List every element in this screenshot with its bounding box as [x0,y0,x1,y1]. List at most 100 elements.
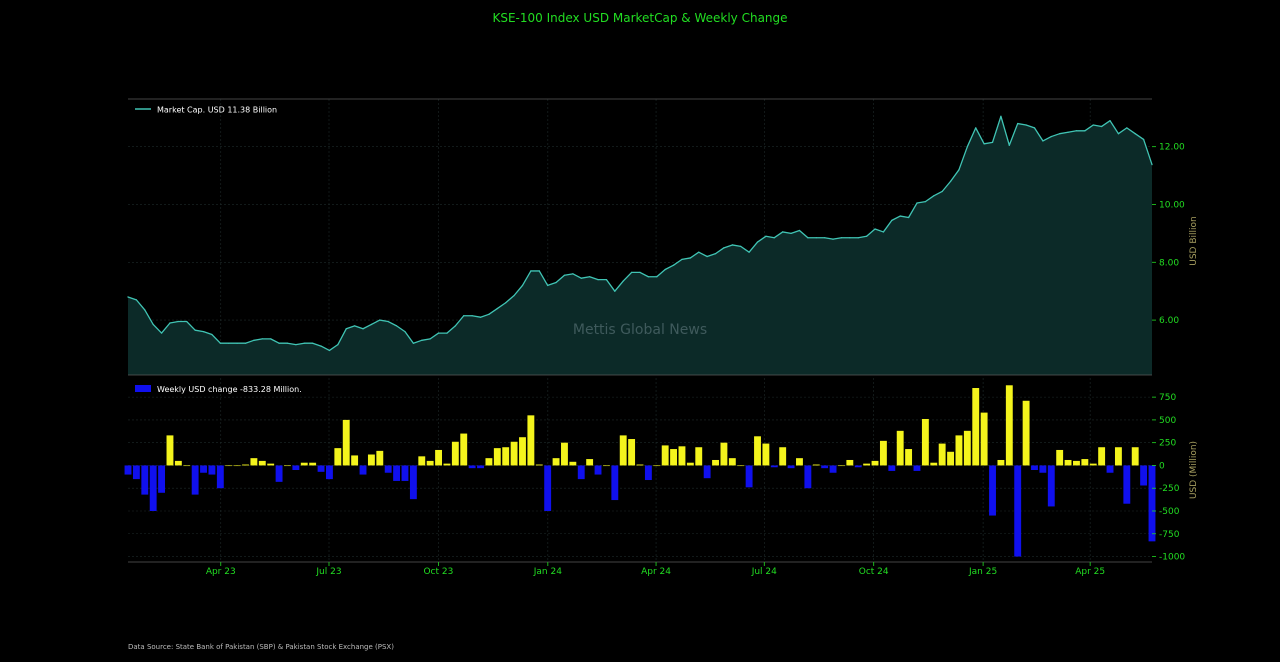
weekly-change-bar [930,462,938,466]
marketcap-y-tick-label: 10.00 [1159,200,1185,210]
marketcap-line-segment [186,320,196,331]
marketcap-line-segment [454,315,465,327]
weekly-change-bar [149,465,157,511]
weekly-change-bar [997,459,1005,466]
marketcap-line-segment [547,281,557,287]
marketcap-y-tick-label: 6.00 [1159,316,1179,326]
weekly-change-bar [351,455,359,466]
marketcap-line-segment [1017,122,1027,126]
weekly-change-bar [124,465,132,475]
weekly-change-bar [519,437,526,466]
weekly-change-bar [678,446,686,466]
weekly-change-bar [720,442,728,466]
weekly-change-bar [409,465,417,500]
weekly-change-y-tick-label: 750 [1159,393,1176,403]
marketcap-line-segment [740,245,750,253]
marketcap-line-segment [899,215,910,219]
marketcap-line-segment [933,190,943,197]
weekly-change-bar [1056,449,1064,466]
weekly-change-bar [728,458,736,466]
weekly-change-bar [888,465,896,471]
marketcap-line-segment [270,338,280,344]
weekly-change-y-tick-label: -500 [1159,507,1180,517]
weekly-change-bar [200,465,207,473]
weekly-change-bar [342,419,350,466]
weekly-change-bar [905,449,913,466]
marketcap-line-segment [1142,138,1153,166]
weekly-change-bar [418,456,426,466]
weekly-change-bar [468,465,476,469]
weekly-change-bar [166,435,174,466]
weekly-change-bar [275,465,283,482]
weekly-change-bar [561,442,568,466]
weekly-change-bar [921,418,929,466]
marketcap-line-segment [412,339,423,344]
marketcap-line-segment [328,343,339,352]
weekly-change-bar [510,441,518,466]
weekly-change-bar [594,465,602,475]
weekly-change-bar [1047,465,1055,507]
weekly-change-bar [477,465,484,469]
weekly-change-bar [393,465,401,481]
weekly-change-bar [686,462,694,466]
weekly-change-bar [871,460,879,466]
weekly-change-bar [854,465,862,468]
weekly-change-legend[interactable]: Weekly USD change -833.28 Million. [135,385,302,394]
x-tick-label: Apr 23 [206,567,236,577]
weekly-change-bar [779,447,787,466]
marketcap-line-segment [538,270,549,287]
weekly-change-bar [879,440,887,466]
weekly-change-y-tick-label: 500 [1159,416,1176,426]
weekly-change-bar [644,465,652,481]
weekly-change-bar [208,465,216,475]
marketcap-line-segment [521,270,532,287]
marketcap-line-segment [966,127,977,148]
marketcap-line-segment [782,231,792,235]
weekly-change-bar [1081,459,1089,466]
marketcap-line-segment [664,264,675,271]
marketcap-line-segment [253,338,263,341]
marketcap-line-segment [790,229,801,235]
marketcap-line-segment [572,273,582,279]
marketcap-line-segment [345,325,356,330]
marketcap-line-segment [698,251,708,258]
weekly-change-y-tick-label: 250 [1159,439,1176,449]
weekly-change-bar [1014,465,1022,557]
weekly-change-bar [619,435,627,466]
weekly-change-bar [628,439,636,466]
weekly-change-y-tick-label: 0 [1159,461,1165,471]
marketcap-line-segment [496,302,507,310]
marketcap-line-segment [244,339,255,344]
marketcap-line-segment [958,146,968,171]
marketcap-line-segment [580,276,591,279]
marketcap-line-segment [370,319,381,326]
x-tick-label: Oct 24 [859,567,889,577]
weekly-change-bar [485,458,493,466]
marketcap-legend[interactable]: Market Cap. USD 11.38 Billion [135,106,277,115]
weekly-change-bar [1005,385,1013,466]
marketcap-line-segment [513,284,524,297]
weekly-change-bar [300,462,308,466]
marketcap-line-segment [479,313,490,318]
weekly-change-bar [829,465,837,473]
weekly-change-bar [141,465,149,495]
weekly-change-bar [712,459,719,466]
marketcap-line-segment [975,127,985,145]
marketcap-y-tick-label: 12.00 [1159,143,1185,153]
marketcap-line-segment [991,115,1002,144]
weekly-change-bar [460,433,468,466]
marketcap-line-segment [1092,124,1103,128]
weekly-change-bar [955,435,963,466]
weekly-change-bar [947,451,954,466]
marketcap-line-segment [563,273,574,276]
weekly-change-bar [586,459,594,466]
marketcap-panel: 6.00 8.00 10.00 12.00 USD Billion Market Ca… [127,98,1199,376]
weekly-change-bar [284,465,291,467]
weekly-change-bar [535,464,543,466]
marketcap-line-segment [865,228,876,237]
weekly-change-bar [242,464,249,466]
marketcap-line-segment [756,235,767,243]
marketcap-line-segment [387,320,398,327]
marketcap-line-segment [798,229,809,239]
x-axis-ticks: Apr 23 Jul 23 Oct 23 Jan 24 Apr 24 Jul 24 Oct … [206,562,1105,577]
